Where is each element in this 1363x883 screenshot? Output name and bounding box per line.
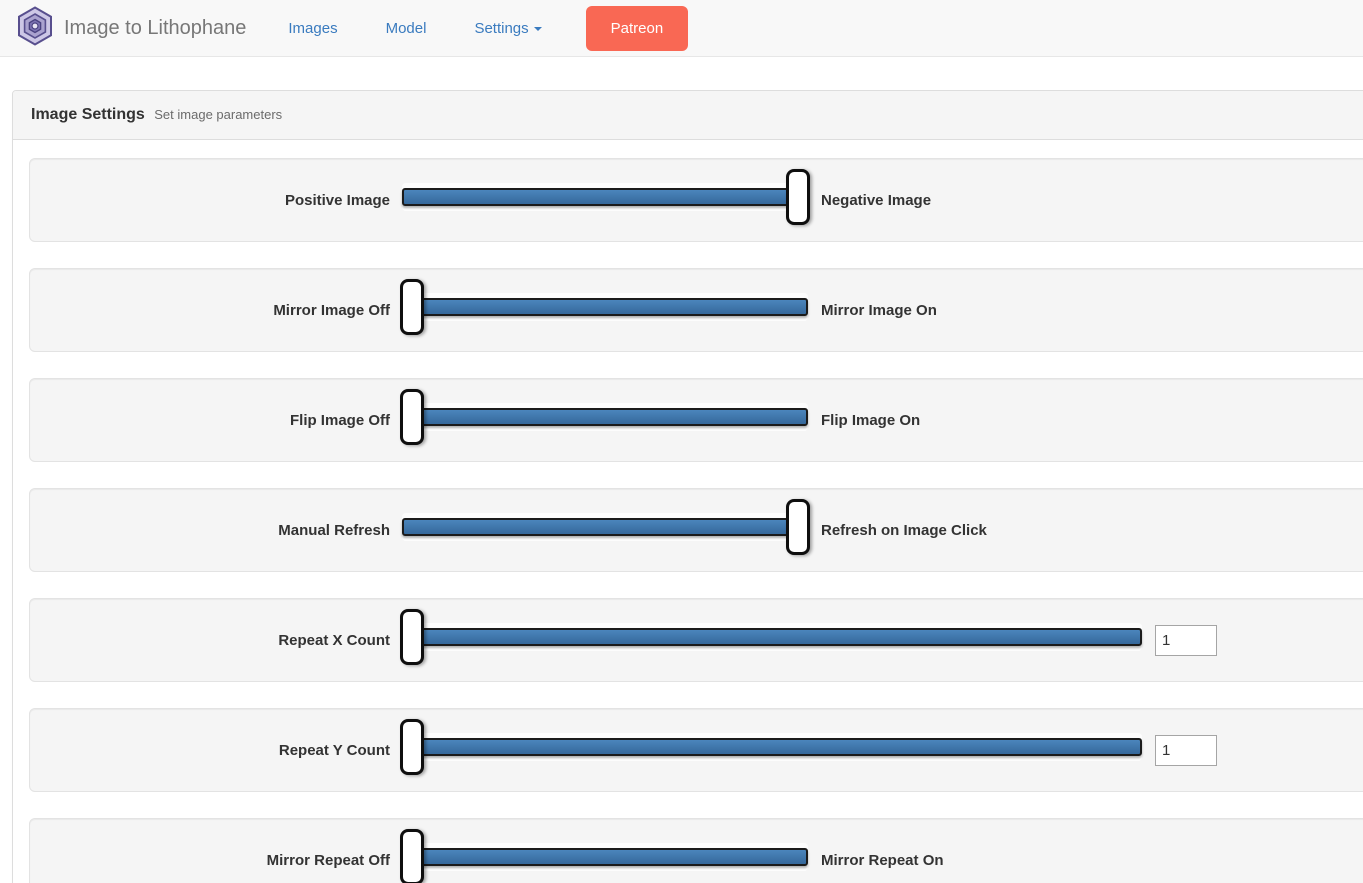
slider-bar (402, 408, 808, 426)
row-right-label: Flip Image On (821, 411, 921, 429)
slider-handle[interactable] (400, 389, 424, 445)
mirror-repeat-slider[interactable] (400, 826, 808, 883)
setting-row-flip-image: Flip Image Off Flip Image On (29, 378, 1363, 462)
repeat-x-count-input[interactable] (1155, 624, 1217, 656)
brand[interactable]: Image to Lithophane (15, 5, 247, 51)
brand-title: Image to Lithophane (64, 16, 247, 39)
setting-row-repeat-y: Repeat Y Count (29, 708, 1363, 792)
row-left-label: Repeat Y Count (278, 741, 390, 759)
mirror-image-slider[interactable] (400, 276, 808, 338)
setting-row-refresh-mode: Manual Refresh Refresh on Image Click (29, 488, 1363, 572)
setting-row-mirror-repeat: Mirror Repeat Off Mirror Repeat On (29, 818, 1363, 883)
repeat-x-slider[interactable] (400, 606, 1142, 668)
panel-title: Image Settings (31, 106, 145, 123)
image-settings-panel: Image Settings Set image parameters Posi… (12, 90, 1363, 883)
row-left-label: Repeat X Count (278, 631, 390, 649)
slider-handle[interactable] (786, 499, 810, 555)
nav-item-settings[interactable]: Settings (450, 10, 565, 47)
slider-handle[interactable] (786, 169, 810, 225)
row-left-label: Manual Refresh (278, 521, 390, 539)
panel-body: Positive Image Negative Image Mirror Ima… (13, 140, 1363, 883)
navbar: Image to Lithophane Images Model Setting… (0, 0, 1363, 57)
repeat-y-count-input[interactable] (1155, 734, 1217, 766)
slider-handle[interactable] (400, 279, 424, 335)
repeat-y-slider[interactable] (400, 716, 1142, 778)
slider-bar (402, 628, 1142, 646)
row-right-label: Refresh on Image Click (821, 521, 987, 539)
row-left-label: Mirror Repeat Off (266, 851, 390, 869)
slider-handle[interactable] (400, 719, 424, 775)
slider-handle[interactable] (400, 609, 424, 665)
row-right-label: Mirror Image On (821, 301, 937, 319)
setting-row-repeat-x: Repeat X Count (29, 598, 1363, 682)
slider-handle[interactable] (400, 829, 424, 883)
positive-negative-slider[interactable] (402, 166, 810, 228)
setting-row-mirror-image: Mirror Image Off Mirror Image On (29, 268, 1363, 352)
nav-item-model[interactable]: Model (385, 19, 427, 37)
row-left-label: Positive Image (284, 191, 390, 209)
refresh-mode-slider[interactable] (402, 496, 810, 558)
row-left-label: Flip Image Off (289, 411, 390, 429)
panel-heading: Image Settings Set image parameters (13, 91, 1363, 140)
slider-bar (402, 738, 1142, 756)
flip-image-slider[interactable] (400, 386, 808, 448)
slider-bar (402, 848, 808, 866)
row-right-label: Mirror Repeat On (821, 851, 944, 869)
nav-item-images[interactable]: Images (288, 19, 338, 37)
slider-bar (402, 518, 808, 536)
row-left-label: Mirror Image Off (273, 301, 390, 319)
row-right-label: Negative Image (821, 191, 932, 209)
hexagon-logo-icon (15, 5, 55, 51)
panel-subtitle: Set image parameters (154, 107, 283, 122)
setting-row-positive-negative: Positive Image Negative Image (29, 158, 1363, 242)
slider-bar (402, 188, 808, 206)
nav-links: Images Model Settings (264, 10, 565, 47)
nav-item-settings-label: Settings (474, 19, 529, 37)
patreon-button[interactable]: Patreon (585, 5, 689, 51)
caret-down-icon (533, 26, 542, 31)
slider-bar (402, 298, 808, 316)
